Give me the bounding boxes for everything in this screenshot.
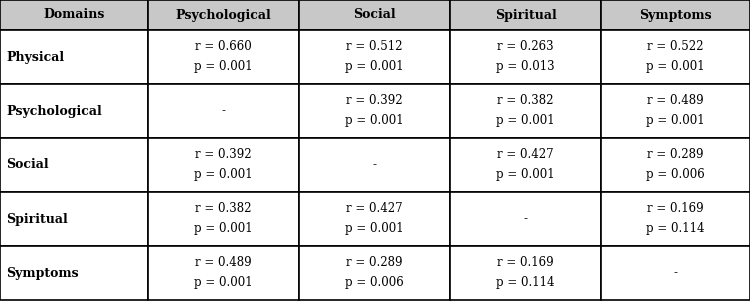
Text: p = 0.006: p = 0.006 xyxy=(646,168,705,181)
Text: p = 0.001: p = 0.001 xyxy=(194,60,253,73)
Bar xyxy=(299,30,450,84)
Text: Domains: Domains xyxy=(44,8,105,22)
Bar xyxy=(0,0,148,30)
Bar xyxy=(0,138,148,192)
Text: p = 0.114: p = 0.114 xyxy=(646,222,705,235)
Bar xyxy=(0,30,148,84)
Bar xyxy=(299,138,450,192)
Bar xyxy=(148,0,299,30)
Bar xyxy=(148,246,299,300)
Text: p = 0.001: p = 0.001 xyxy=(194,168,253,181)
Text: Physical: Physical xyxy=(6,51,64,64)
Text: r = 0.382: r = 0.382 xyxy=(497,94,554,107)
Bar xyxy=(601,84,750,138)
Text: r = 0.289: r = 0.289 xyxy=(346,256,403,269)
Bar xyxy=(299,192,450,246)
Text: p = 0.001: p = 0.001 xyxy=(496,114,555,127)
Bar xyxy=(601,138,750,192)
Text: r = 0.489: r = 0.489 xyxy=(195,256,252,269)
Bar xyxy=(601,192,750,246)
Text: p = 0.006: p = 0.006 xyxy=(345,276,404,289)
Text: p = 0.001: p = 0.001 xyxy=(345,114,404,127)
Bar xyxy=(148,192,299,246)
Bar xyxy=(450,84,601,138)
Bar xyxy=(450,0,601,30)
Text: r = 0.169: r = 0.169 xyxy=(497,256,554,269)
Text: p = 0.001: p = 0.001 xyxy=(646,60,705,73)
Text: p = 0.001: p = 0.001 xyxy=(345,222,404,235)
Text: r = 0.660: r = 0.660 xyxy=(195,40,252,53)
Text: r = 0.169: r = 0.169 xyxy=(647,202,704,215)
Text: p = 0.114: p = 0.114 xyxy=(496,276,555,289)
Text: Psychological: Psychological xyxy=(6,105,102,118)
Text: p = 0.001: p = 0.001 xyxy=(345,60,404,73)
Text: Symptoms: Symptoms xyxy=(639,8,712,22)
Text: r = 0.392: r = 0.392 xyxy=(195,148,252,161)
Bar xyxy=(299,0,450,30)
Bar xyxy=(0,192,148,246)
Text: r = 0.382: r = 0.382 xyxy=(195,202,252,215)
Text: p = 0.001: p = 0.001 xyxy=(496,168,555,181)
Bar xyxy=(148,30,299,84)
Text: -: - xyxy=(674,267,677,279)
Text: Spiritual: Spiritual xyxy=(495,8,556,22)
Bar xyxy=(450,138,601,192)
Text: r = 0.427: r = 0.427 xyxy=(346,202,403,215)
Text: r = 0.512: r = 0.512 xyxy=(346,40,403,53)
Text: p = 0.001: p = 0.001 xyxy=(194,276,253,289)
Text: r = 0.522: r = 0.522 xyxy=(647,40,704,53)
Text: p = 0.001: p = 0.001 xyxy=(646,114,705,127)
Text: Spiritual: Spiritual xyxy=(6,212,68,225)
Bar xyxy=(299,246,450,300)
Text: r = 0.263: r = 0.263 xyxy=(497,40,554,53)
Text: Psychological: Psychological xyxy=(176,8,272,22)
Bar xyxy=(601,30,750,84)
Bar xyxy=(148,138,299,192)
Text: Symptoms: Symptoms xyxy=(6,267,79,279)
Text: -: - xyxy=(373,158,376,171)
Text: -: - xyxy=(524,212,527,225)
Bar xyxy=(299,84,450,138)
Text: p = 0.013: p = 0.013 xyxy=(496,60,555,73)
Bar xyxy=(0,84,148,138)
Bar xyxy=(450,30,601,84)
Bar xyxy=(0,246,148,300)
Text: Social: Social xyxy=(353,8,396,22)
Text: Social: Social xyxy=(6,158,49,171)
Text: -: - xyxy=(221,105,226,118)
Text: r = 0.289: r = 0.289 xyxy=(647,148,704,161)
Bar xyxy=(148,84,299,138)
Bar xyxy=(450,246,601,300)
Bar xyxy=(601,246,750,300)
Bar xyxy=(450,192,601,246)
Text: p = 0.001: p = 0.001 xyxy=(194,222,253,235)
Text: r = 0.489: r = 0.489 xyxy=(647,94,704,107)
Bar xyxy=(601,0,750,30)
Text: r = 0.392: r = 0.392 xyxy=(346,94,403,107)
Text: r = 0.427: r = 0.427 xyxy=(497,148,554,161)
